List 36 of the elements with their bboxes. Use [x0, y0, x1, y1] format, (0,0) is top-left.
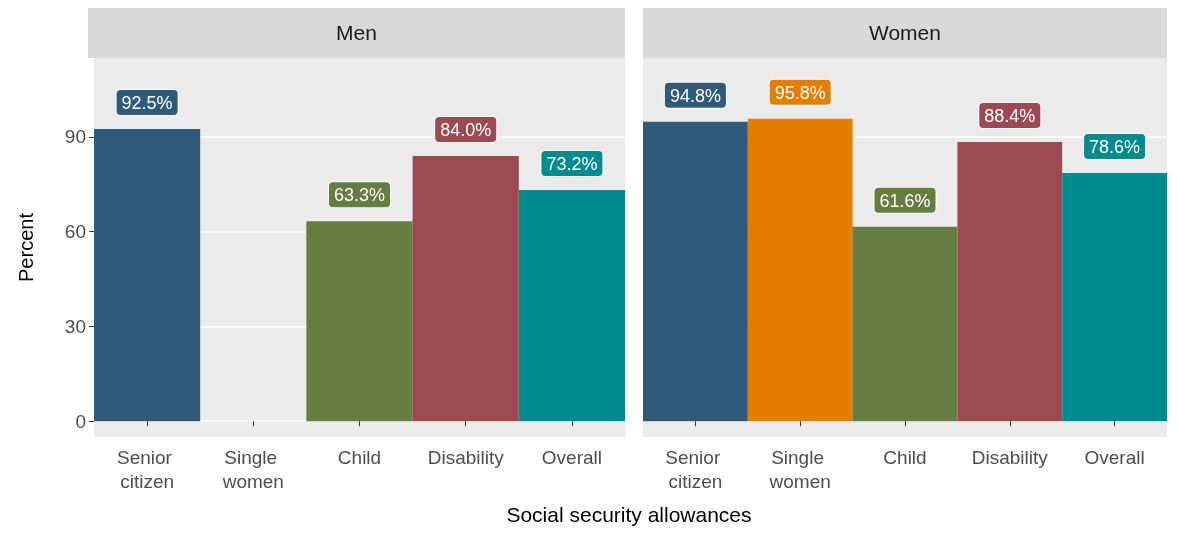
data-label: 84.0% — [440, 119, 492, 140]
bar — [518, 190, 625, 422]
data-label: 63.3% — [333, 185, 386, 206]
y-tick-label: 0 — [75, 410, 86, 432]
bar — [94, 129, 201, 422]
chart-title: Men — [88, 8, 625, 58]
bar — [1062, 172, 1167, 422]
data-label: 73.2% — [546, 154, 598, 175]
x-tick-label: Disability — [971, 446, 1049, 468]
bar — [643, 121, 748, 422]
data-label: 61.6% — [879, 190, 931, 211]
y-axis-title: Percent — [15, 212, 37, 282]
y-tick-label: 30 — [64, 315, 86, 337]
x-tick-label: Single women — [221, 446, 284, 492]
x-tick-label: Disability — [427, 446, 505, 468]
x-tick-label: Child — [337, 446, 382, 468]
bar — [747, 118, 853, 422]
x-tick-label: Single women — [768, 446, 831, 492]
data-label: 78.6% — [1089, 136, 1141, 157]
x-tick-label: Overall — [541, 446, 602, 468]
bar — [957, 142, 1063, 422]
y-tick-label: 60 — [64, 221, 86, 243]
bar — [412, 155, 519, 422]
x-axis-title: Social security allowances — [505, 503, 753, 527]
bar — [852, 226, 958, 422]
data-label: 95.8% — [774, 82, 826, 103]
data-label: 94.8% — [669, 85, 721, 106]
x-tick-label: Senior citizen — [117, 446, 178, 492]
y-tick-label: 90 — [64, 126, 86, 148]
data-label: 88.4% — [984, 106, 1036, 127]
chart-title: Women — [643, 8, 1167, 58]
data-label: 92.5% — [121, 93, 173, 114]
x-tick-label: Child — [883, 446, 927, 468]
bar — [306, 221, 413, 422]
x-tick-label: Senior citizen — [665, 446, 726, 492]
x-tick-label: Overall — [1084, 446, 1145, 468]
